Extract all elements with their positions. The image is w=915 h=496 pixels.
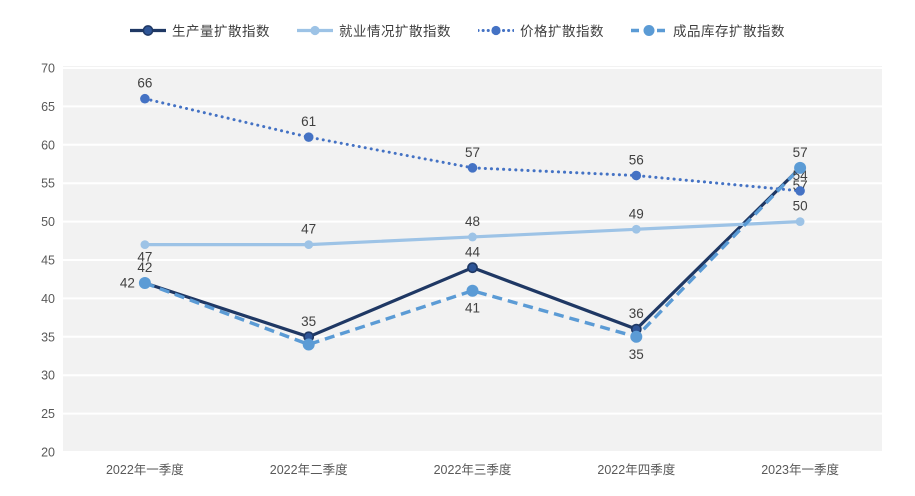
y-axis-tick-label: 45 — [41, 254, 55, 268]
data-label-inventory-2: 41 — [465, 301, 480, 316]
data-label-employment-3: 49 — [629, 206, 644, 221]
legend-marker-dotted-icon — [478, 25, 514, 35]
y-axis-tick-label: 20 — [41, 446, 55, 460]
data-label-price-2: 57 — [465, 145, 480, 160]
legend-marker-dashed-icon — [631, 24, 667, 36]
data-label-price-1: 61 — [301, 114, 316, 129]
data-label-production-3: 36 — [629, 306, 644, 321]
y-axis-tick-label: 70 — [41, 62, 55, 76]
marker-employment-3 — [631, 224, 641, 234]
data-label-price-3: 56 — [629, 153, 644, 168]
data-label-production-4: 57 — [793, 145, 808, 160]
marker-inventory-4 — [794, 161, 807, 174]
legend-item-inventory: 成品库存扩散指数 — [631, 20, 785, 40]
legend-label: 生产量扩散指数 — [172, 24, 270, 39]
legend-marker-solid-icon — [297, 25, 333, 35]
marker-price-0 — [140, 93, 150, 104]
data-label-employment-2: 48 — [465, 214, 480, 229]
y-axis-tick-label: 55 — [41, 177, 55, 191]
y-axis-tick-label: 60 — [41, 138, 55, 152]
data-label-inventory-3: 35 — [629, 347, 644, 362]
legend-item-production: 生产量扩散指数 — [130, 20, 270, 40]
legend-item-price: 价格扩散指数 — [478, 20, 604, 40]
marker-employment-2 — [468, 232, 477, 242]
data-label-employment-0: 47 — [137, 250, 152, 265]
legend-item-employment: 就业情况扩散指数 — [297, 20, 451, 40]
data-label-production-1: 35 — [301, 314, 316, 329]
x-axis-category-label: 2022年四季度 — [597, 462, 675, 477]
legend-label: 就业情况扩散指数 — [339, 24, 451, 39]
y-axis-tick-label: 30 — [41, 369, 55, 383]
y-axis-tick-label: 65 — [41, 100, 55, 114]
x-axis-category-label: 2023年一季度 — [761, 462, 839, 477]
y-axis-tick-label: 40 — [41, 292, 55, 306]
marker-employment-1 — [304, 240, 314, 250]
marker-inventory-1 — [302, 338, 315, 351]
x-axis-category-label: 2022年三季度 — [434, 462, 512, 477]
marker-price-1 — [303, 132, 314, 142]
legend: 生产量扩散指数 就业情况扩散指数 价格扩散指数 成品库存扩散指数 — [0, 20, 915, 40]
data-label-employment-4: 50 — [793, 199, 808, 214]
legend-marker-solid-icon — [130, 24, 166, 36]
data-label-price-0: 66 — [137, 76, 152, 91]
data-label-production-2: 44 — [465, 245, 481, 260]
legend-label: 成品库存扩散指数 — [673, 24, 785, 39]
marker-employment-4 — [795, 217, 805, 227]
y-axis-tick-label: 25 — [41, 407, 55, 421]
y-axis-tick-label: 50 — [41, 215, 55, 229]
marker-inventory-2 — [466, 284, 479, 297]
marker-price-2 — [467, 163, 478, 173]
marker-price-3 — [631, 170, 642, 181]
data-label-employment-1: 47 — [301, 222, 316, 237]
marker-inventory-3 — [630, 330, 643, 343]
data-label-inventory-0: 42 — [120, 276, 135, 291]
marker-inventory-0 — [138, 277, 151, 290]
marker-production-2 — [467, 262, 478, 274]
x-axis-category-label: 2022年二季度 — [270, 462, 348, 477]
marker-price-4 — [795, 186, 805, 196]
data-label-production-0: 42 — [137, 260, 152, 275]
x-axis-category-label: 2022年一季度 — [106, 462, 184, 477]
y-axis-tick-label: 35 — [41, 330, 55, 344]
series-line-inventory — [144, 166, 802, 347]
legend-label: 价格扩散指数 — [520, 24, 604, 39]
marker-employment-0 — [140, 240, 150, 250]
